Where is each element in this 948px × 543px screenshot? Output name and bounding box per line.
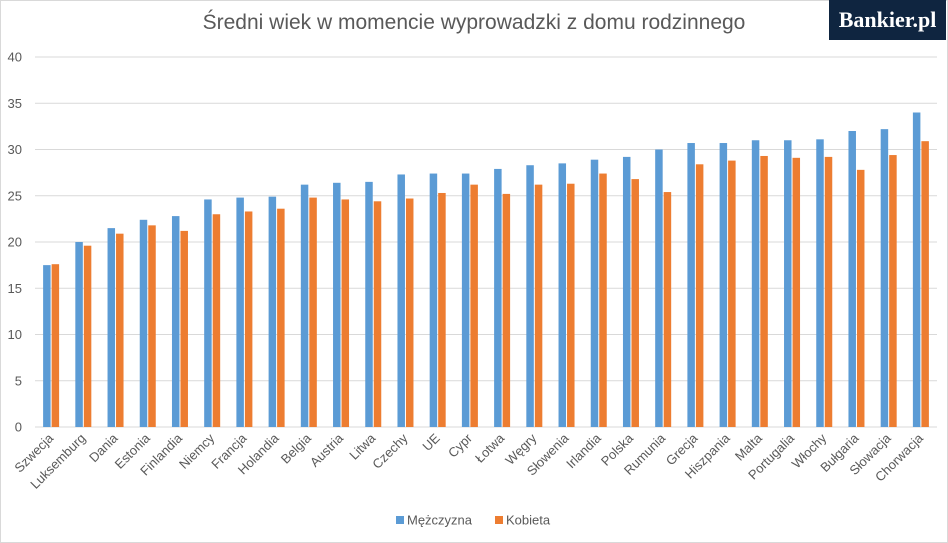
y-tick-label: 5	[15, 373, 22, 388]
bar-men	[526, 165, 534, 427]
bar-men	[139, 219, 148, 427]
bar-women	[728, 160, 736, 427]
bar-women	[405, 198, 414, 427]
bar-women	[921, 141, 929, 428]
bar-women	[599, 173, 607, 427]
x-tick-label: Łotwa	[472, 430, 508, 466]
x-tick-label: Cypr	[445, 430, 475, 460]
bar-men	[204, 199, 212, 427]
bar-men	[171, 216, 180, 427]
bar-women	[309, 197, 317, 427]
bar-women	[277, 208, 285, 427]
legend-label: Kobieta	[506, 513, 551, 528]
bar-men	[43, 265, 51, 427]
bar-women	[502, 193, 511, 427]
bar-men	[848, 131, 856, 427]
chart-title: Średni wiek w momencie wyprowadzki z dom…	[202, 11, 746, 34]
bar-men	[461, 173, 470, 427]
y-tick-label: 15	[8, 281, 22, 296]
bar-women	[438, 192, 446, 427]
bar-women	[470, 184, 478, 427]
x-tick-label: Irlandia	[563, 430, 604, 471]
bar-women	[51, 264, 60, 427]
y-tick-label: 40	[8, 50, 22, 65]
bar-women	[341, 199, 350, 427]
bar-men	[429, 173, 438, 427]
legend-swatch	[396, 516, 404, 524]
bar-women	[663, 192, 672, 427]
bar-men	[494, 168, 502, 428]
bar-women	[856, 169, 865, 427]
bar-men	[590, 159, 599, 428]
bar-men	[397, 174, 405, 427]
bar-women	[534, 184, 543, 427]
y-tick-label: 30	[8, 142, 22, 157]
bar-women	[760, 155, 768, 427]
y-tick-label: 20	[8, 235, 22, 250]
legend-swatch	[495, 516, 503, 524]
bar-men	[75, 242, 83, 427]
bar-men	[784, 140, 792, 427]
legend-label: Mężczyzna	[407, 513, 473, 528]
bar-women	[889, 155, 897, 428]
bar-women	[567, 183, 575, 427]
y-tick-label: 0	[15, 420, 22, 435]
bar-men	[912, 112, 921, 427]
x-tick-label: Austria	[307, 430, 347, 470]
x-tick-label: UE	[419, 430, 443, 454]
bar-women	[792, 157, 801, 427]
bar-women	[631, 179, 639, 427]
bar-women	[373, 201, 382, 427]
bar-women	[116, 233, 124, 427]
bar-men	[558, 163, 567, 427]
bar-men	[880, 129, 889, 427]
x-tick-label: Czechy	[369, 430, 411, 472]
bar-men	[107, 228, 116, 427]
bankier-logo: Bankier.pl	[829, 0, 946, 40]
bar-women	[212, 214, 221, 427]
y-tick-label: 35	[8, 96, 22, 111]
y-tick-label: 10	[8, 327, 22, 342]
bar-men	[655, 149, 663, 427]
bar-women	[695, 164, 704, 428]
bar-women	[148, 225, 156, 427]
bar-men	[687, 143, 695, 427]
y-tick-label: 25	[8, 188, 22, 203]
bar-men	[622, 156, 631, 427]
bar-women	[180, 230, 188, 427]
bar-men	[236, 197, 244, 427]
bar-women	[824, 156, 833, 427]
bar-women	[83, 245, 92, 427]
bar-men	[719, 143, 728, 427]
bar-men	[333, 182, 341, 427]
bar-men	[300, 184, 309, 427]
bar-men	[816, 139, 824, 427]
bar-men	[268, 196, 277, 427]
bar-men	[751, 140, 760, 427]
bar-men	[365, 181, 373, 427]
bar-women	[244, 211, 253, 427]
